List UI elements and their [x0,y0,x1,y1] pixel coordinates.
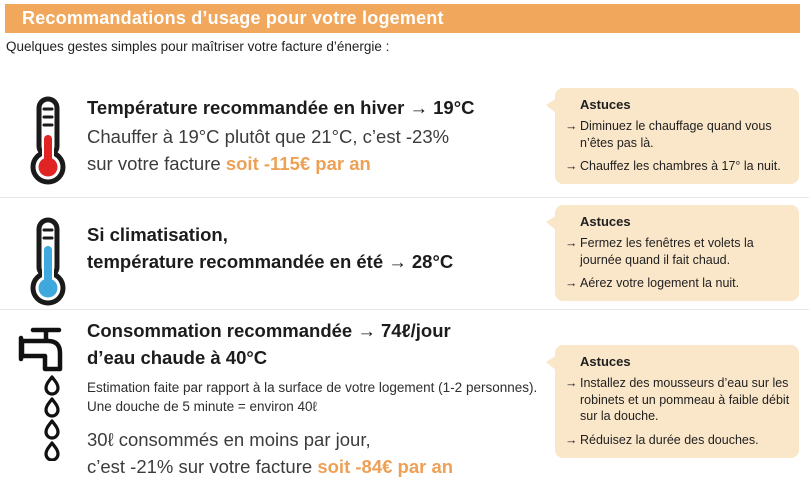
tip-text: Installez des mousseurs d’eau sur les ro… [580,376,790,424]
tips-box-winter: Astuces → Diminuez le chauffage quand vo… [546,88,799,184]
faucet-icon [14,325,70,466]
estimation-note: Estimation faite par rapport à la surfac… [87,380,538,414]
section-divider [0,309,809,310]
tips-box-summer: Astuces → Fermez les fenêtres et volets … [546,205,799,301]
section-water: Consommation recommandée → 74ℓ/jour d’ea… [87,317,557,480]
arrow-icon: → [565,159,578,174]
tip-text: Fermez les fenêtres et volets la journée… [580,236,754,267]
arrow-icon: → [565,236,578,250]
tip-text: Diminuez le chauffage quand vous n’êtes … [580,119,772,150]
tip-item: → Installez des mousseurs d’eau sur les … [565,375,794,425]
section-divider [0,197,809,198]
title-line: Si climatisation, [87,224,228,245]
intro-text: Quelques gestes simples pour maîtriser v… [6,39,390,54]
page-title: Recommandations d’usage pour votre logem… [22,8,444,28]
savings-highlight: soit -84€ par an [317,456,454,478]
section-summer: Si climatisation, température recommandé… [87,221,557,275]
tip-text: Réduisez la durée des douches. [580,432,759,447]
title-line: d’eau chaude à 40°C [87,347,268,368]
thermometer-winter-icon [26,95,70,192]
tips-title: Astuces [580,214,631,229]
arrow-icon: → [565,432,578,447]
body-line: Chauffer à 19°C plutôt que 21°C, c’est -… [87,126,450,147]
section-summer-title: Si climatisation, température recommandé… [87,221,557,275]
header-bar: Recommandations d’usage pour votre logem… [5,4,800,33]
title-line: Consommation recommandée → 74ℓ/jour [87,320,451,341]
section-winter-body: Chauffer à 19°C plutôt que 21°C, c’est -… [87,123,557,177]
body-text: sur votre facture [87,153,221,174]
body-line: sur votre facture soit -115€ par an [87,150,557,177]
tip-item: → Réduisez la durée des douches. [565,432,794,449]
section-winter: Température recommandée en hiver → 19°C … [87,94,557,177]
arrow-icon: → [565,276,578,291]
body-text: c’est -21% sur votre facture [87,456,313,478]
tip-item: → Diminuez le chauffage quand vous n’ête… [565,118,794,151]
tip-item: → Fermez les fenêtres et volets la journ… [565,235,794,268]
tips-box-water: Astuces → Installez des mousseurs d’eau … [546,345,799,458]
tip-item: → Chauffez les chambres à 17° la nuit. [565,158,794,175]
arrow-icon: → [565,119,578,133]
tips-title: Astuces [580,97,631,112]
arrow-icon: → [565,376,578,390]
body-line: 30ℓ consommés en moins par jour, [87,429,371,451]
tip-item: → Aérez votre logement la nuit. [565,275,794,292]
tip-text: Aérez votre logement la nuit. [580,276,740,291]
section-winter-title: Température recommandée en hiver → 19°C [87,97,475,118]
title-line: température recommandée en été → 28°C [87,251,454,272]
body-line: c’est -21% sur votre facture soit -84€ pa… [87,453,557,480]
tip-text: Chauffez les chambres à 17° la nuit. [580,159,781,174]
section-water-title: Consommation recommandée → 74ℓ/jour d’ea… [87,317,557,371]
thermometer-summer-icon [26,216,70,313]
tips-title: Astuces [580,354,631,369]
section-water-body: 30ℓ consommés en moins par jour, c’est -… [87,426,557,480]
savings-highlight: soit -115€ par an [225,153,371,174]
